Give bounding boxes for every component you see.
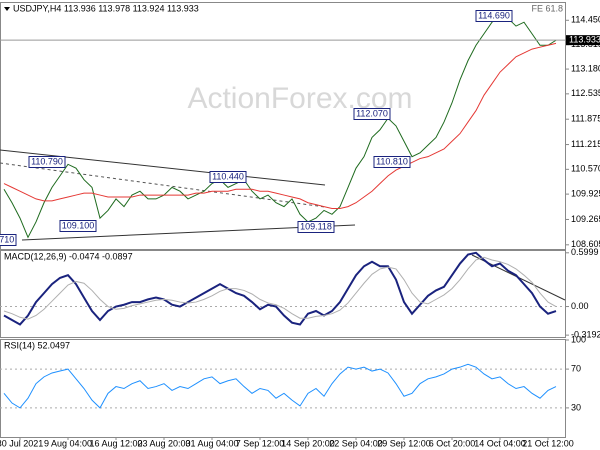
y-tick-label: 108.605: [571, 239, 600, 249]
y-tick-label: 110.570: [571, 164, 600, 174]
annotation-box: [373, 156, 411, 168]
annotation-box: [59, 220, 97, 232]
rsi-title: RSI(14) 52.0497: [4, 340, 70, 350]
annotation-box: [475, 10, 513, 22]
price-panel: [0, 2, 566, 250]
macd-title: MACD(12,26,9) -0.0474 -0.0897: [4, 251, 133, 261]
price-annotation: 110.790: [28, 156, 66, 168]
annotation-box: [209, 171, 247, 183]
price-annotation: 112.070: [353, 108, 391, 120]
x-tick-label: 14 Oct 04:00: [474, 438, 526, 448]
price-annotation: 109.118: [297, 221, 335, 233]
annotation-label: 109.100: [62, 220, 95, 230]
macd-panel: [0, 250, 566, 338]
series-line: [3, 42, 557, 210]
y-tick-label: 112.535: [571, 88, 600, 98]
price-tag-label: 113.933: [569, 35, 600, 45]
y-tick-label: 109.925: [571, 188, 600, 198]
x-tick-label: 6 Oct 20:00: [429, 438, 476, 448]
y-tick-label: 109.265: [571, 214, 600, 224]
annotation-box: [28, 156, 66, 168]
x-tick-label: 31 Aug 04:00: [185, 438, 238, 448]
annotation-label: 109.118: [300, 221, 332, 231]
x-tick-label: 9 Aug 04:00: [44, 438, 92, 448]
y-tick-label: 111.875: [571, 114, 600, 124]
annotation-label: 112.070: [356, 108, 388, 118]
annotation-label: 110.810: [376, 156, 408, 166]
y-tick-label: -0.3192: [571, 330, 600, 340]
price-annotation: 108.710: [0, 234, 17, 246]
y-tick-label: 113.180: [571, 63, 600, 73]
y-tick-label: 0.5999: [571, 247, 599, 257]
trendline: [0, 149, 326, 186]
annotation-label: 110.440: [212, 171, 244, 181]
x-tick-label: 23 Aug 20:00: [137, 438, 190, 448]
rsi-panel: [0, 339, 566, 438]
x-tick-label: 21 Oct 12:00: [522, 438, 574, 448]
price-title: USDJPY,H4 113.936 113.978 113.924 113.93…: [13, 3, 199, 13]
x-tick-label: 22 Sep 04:00: [329, 438, 383, 448]
y-tick-label: 30: [571, 402, 581, 412]
annotation-label: 108.710: [0, 234, 14, 244]
annotation-box: [297, 221, 335, 233]
menu-arrow: [4, 7, 10, 11]
annotation-label: 114.690: [478, 10, 510, 20]
x-tick-label: 16 Aug 12:00: [89, 438, 142, 448]
annotation-box: [353, 108, 391, 120]
series-line: [3, 256, 557, 320]
annotation-box: [0, 234, 17, 246]
x-tick-label: 7 Sep 12:00: [236, 438, 285, 448]
fe-label: FE 61.8: [531, 3, 563, 13]
series-line: [3, 363, 557, 409]
series-line: [3, 251, 557, 326]
annotation-label: 110.790: [31, 156, 63, 166]
trendline: [0, 162, 326, 208]
y-tick-label: 100: [571, 334, 586, 344]
x-tick-label: 30 Jul 2021: [0, 438, 43, 448]
price-annotation: 114.690: [475, 10, 513, 22]
price-annotation: 110.440: [209, 171, 247, 183]
y-tick-label: 70: [571, 363, 581, 373]
x-tick-label: 14 Sep 20:00: [281, 438, 335, 448]
price-annotation: 109.100: [59, 220, 97, 232]
price-tag: [566, 35, 600, 46]
y-tick-label: 111.215: [571, 139, 600, 149]
y-tick-label: 114.450: [571, 15, 600, 25]
y-tick-label: 0.00: [571, 301, 589, 311]
price-annotation: 110.810: [373, 156, 411, 168]
x-tick-label: 29 Sep 12:00: [377, 438, 431, 448]
series-line: [3, 13, 557, 239]
